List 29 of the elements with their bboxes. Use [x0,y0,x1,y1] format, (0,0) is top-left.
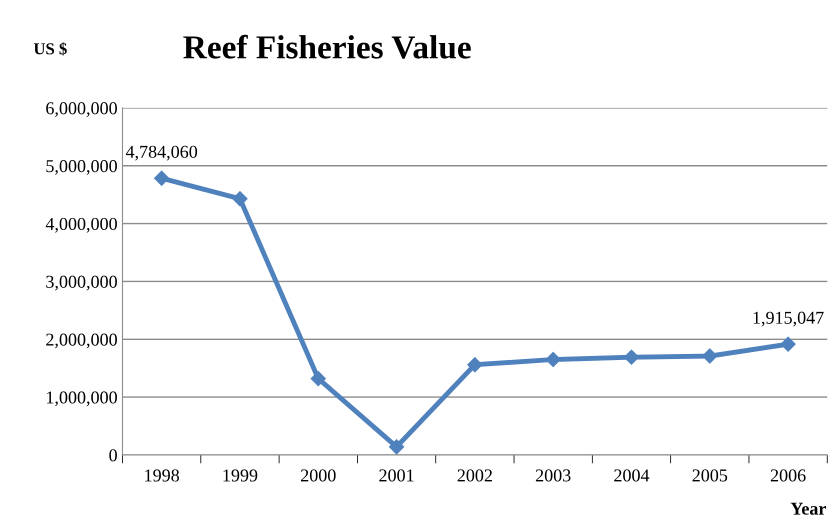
point [467,357,482,372]
point [232,191,248,206]
x-axis-title: Year [790,502,826,515]
point [388,439,404,454]
y-tick-label: 6,000,000 [46,102,117,117]
x-tick-label: 2001 [379,469,414,482]
chart-title: Reef Fisheries Value [183,34,471,59]
y-tick-label: 0 [109,449,117,462]
y-axis-title: US $ [34,42,67,56]
x-tick-label: 2000 [301,469,336,482]
x-tick-label: 2002 [458,469,492,482]
point [154,170,170,186]
x-tick-label: 2006 [770,469,806,482]
data-label: 4,784,060 [126,146,198,161]
y-tick-label: 4,000,000 [46,218,117,233]
x-tick-label: 1999 [223,469,258,482]
y-tick-label: 5,000,000 [46,160,117,175]
y-tick-label: 3,000,000 [46,276,117,290]
x-tick-label: 1998 [145,469,180,482]
x-tick-label: 2004 [614,469,650,482]
point [702,348,718,364]
x-tick-label: 2005 [692,469,728,482]
data-label: 1,915,047 [754,312,824,326]
point [780,336,796,352]
y-tick-label: 1,000,000 [47,391,117,406]
point [546,352,561,368]
point [310,371,326,386]
y-tick-label: 2,000,000 [46,334,117,348]
x-tick-label: 2003 [536,469,571,482]
